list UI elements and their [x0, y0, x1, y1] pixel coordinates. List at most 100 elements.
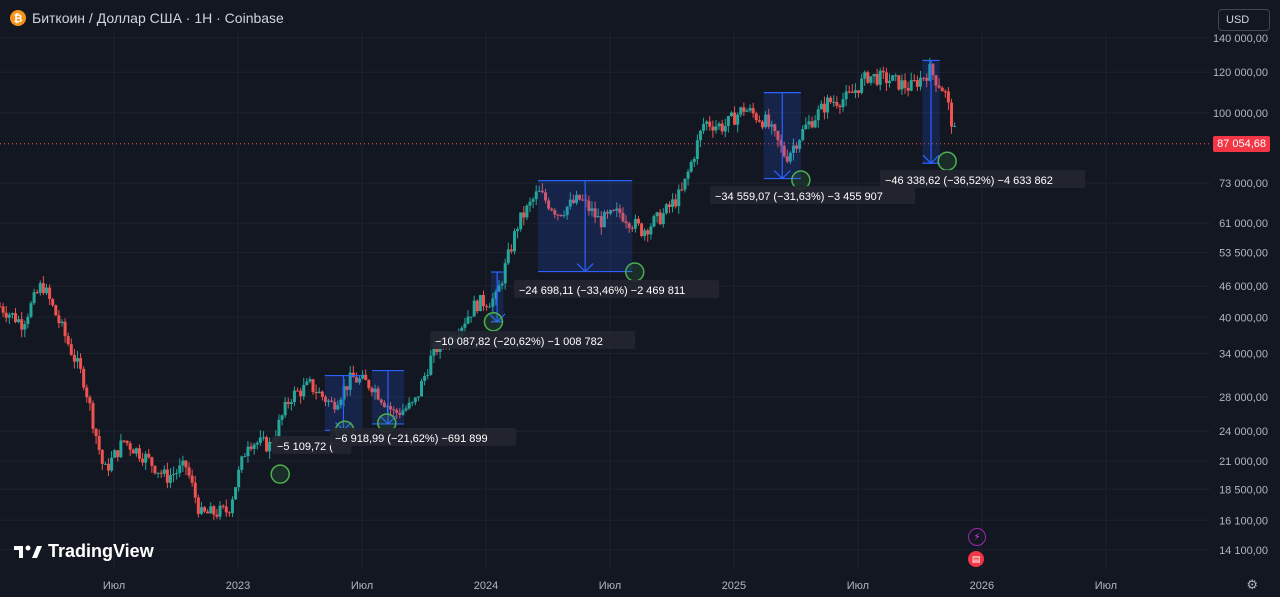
candle-body — [736, 114, 740, 125]
x-tick-label: Июл — [599, 580, 621, 592]
candle-body — [547, 200, 551, 209]
candle-body — [605, 211, 609, 214]
candle-body — [354, 377, 358, 383]
candle-body — [292, 390, 296, 403]
candle-body — [410, 402, 414, 404]
x-tick-label: Июл — [847, 580, 869, 592]
candle-body — [525, 205, 529, 218]
candle-body — [113, 450, 117, 458]
candle-body — [773, 124, 777, 131]
candle-body — [100, 449, 104, 464]
candle-body — [398, 412, 402, 415]
candle-body — [624, 221, 628, 224]
currency-button[interactable]: USD — [1218, 9, 1270, 31]
candle-body — [432, 343, 436, 356]
candle-body — [760, 121, 764, 128]
candle-body — [506, 249, 510, 264]
symbol-title[interactable]: Биткоин / Доллар США · 1H · Coinbase — [32, 10, 284, 26]
candle-body — [280, 415, 284, 420]
candle-body — [677, 189, 681, 207]
candle-body — [717, 123, 721, 127]
chart-header[interactable]: ₿ Биткоин / Доллар США · 1H · Coinbase — [10, 10, 284, 26]
candle-body — [829, 97, 833, 103]
candle-body — [621, 212, 625, 222]
us-flag-event-icon[interactable]: ▤ — [968, 551, 984, 567]
candle-body — [550, 208, 554, 211]
candle-body — [602, 211, 606, 228]
drawdown-label-bg — [430, 331, 636, 349]
candle-body — [345, 386, 349, 390]
candle-body — [38, 283, 42, 293]
x-axis[interactable]: Июл 2023 Июл 2024 Июл 2025 Июл 2026 Июл — [103, 580, 1117, 592]
lightning-event-icon[interactable]: ⚡ — [968, 528, 986, 546]
candle-body — [336, 405, 340, 410]
candle-body — [714, 126, 718, 131]
candle-body — [652, 216, 656, 227]
candle-body — [317, 391, 321, 394]
candle-body — [528, 201, 532, 206]
candle-body — [141, 458, 145, 463]
candle-body — [252, 444, 256, 449]
candle-body — [767, 114, 771, 127]
candle-body — [934, 75, 938, 86]
candle-body — [370, 388, 374, 393]
candle-body — [51, 298, 55, 306]
candle-body — [150, 457, 154, 466]
candle-body — [643, 230, 647, 237]
y-tick-label: 53 500,00 — [1219, 247, 1268, 259]
candle-body — [72, 354, 76, 362]
candle-body — [574, 194, 578, 204]
candle-body — [472, 300, 476, 317]
candle-body — [912, 80, 916, 82]
candle-body — [739, 107, 743, 115]
candle-body — [376, 388, 380, 400]
gear-icon[interactable]: ⚙ — [1246, 577, 1258, 592]
y-axis[interactable]: 140 000,00 120 000,00 100 000,00 73 000,00 6… — [1213, 33, 1268, 557]
candle-body — [153, 465, 157, 474]
candle-body — [516, 229, 520, 232]
drawdown-label-bg — [330, 428, 517, 446]
candle-body — [385, 406, 389, 408]
candle-body — [853, 90, 857, 93]
candle-body — [305, 381, 309, 385]
candle-body — [144, 453, 148, 463]
candle-body — [788, 152, 792, 162]
candle-body — [720, 123, 724, 132]
candle-body — [29, 303, 33, 317]
candle-body — [308, 379, 312, 382]
candle-body — [838, 105, 842, 108]
tradingview-logo[interactable]: TradingView — [14, 541, 154, 562]
candle-body — [909, 80, 913, 91]
current-price-tag: 87 054,68 — [1213, 135, 1270, 152]
candle-body — [776, 130, 780, 141]
candle-body — [193, 482, 197, 498]
drawdown-marker — [270, 464, 290, 484]
candle-body — [178, 465, 182, 473]
candle-body — [283, 401, 287, 416]
candle-body — [79, 358, 83, 369]
candle-body — [26, 316, 30, 325]
candle-body — [156, 472, 160, 474]
candle-body — [131, 449, 135, 454]
candle-body — [841, 99, 845, 108]
candle-body — [13, 313, 17, 323]
x-tick-label: Июл — [351, 580, 373, 592]
x-tick-label: 2025 — [722, 580, 746, 592]
candle-body — [429, 355, 433, 376]
candle-body — [48, 287, 52, 299]
candle-body — [503, 263, 507, 284]
candle-body — [426, 375, 430, 377]
candle-body — [128, 443, 132, 450]
candle-body — [162, 469, 166, 474]
y-tick-label: 24 000,00 — [1219, 426, 1268, 438]
candle-body — [367, 380, 371, 389]
candle-body — [17, 319, 21, 323]
candle-body — [779, 140, 783, 146]
candle-body — [416, 396, 420, 398]
candle-body — [420, 380, 424, 397]
candle-body — [85, 387, 89, 398]
drawdown-label: −24 698,11 (−33,46%) −2 469 811 — [519, 285, 685, 297]
candle-body — [413, 397, 417, 403]
candle-body — [10, 313, 14, 315]
